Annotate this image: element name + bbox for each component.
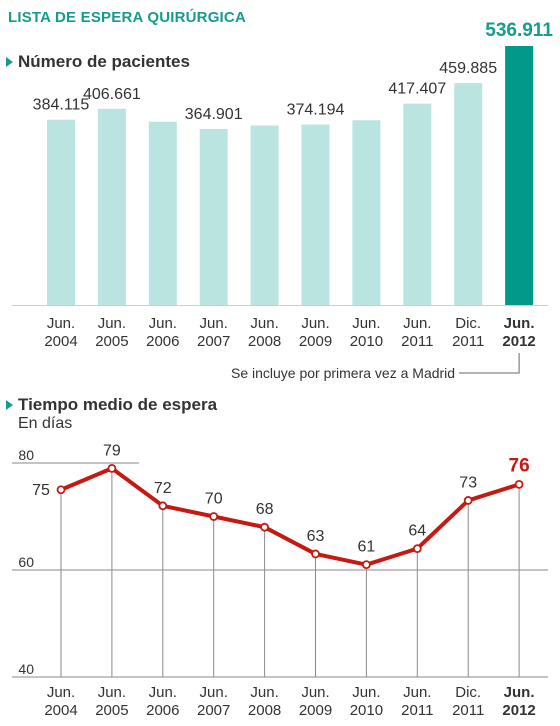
data-value-label: 73 (459, 474, 477, 491)
data-point (412, 544, 422, 553)
data-point (209, 512, 219, 521)
x-tick-label: 2007 (197, 333, 230, 350)
bar-section-title: Número de pacientes (18, 52, 190, 71)
bar (403, 103, 432, 305)
x-tick-label: Jun. (250, 315, 278, 332)
x-tick-label: 2010 (350, 333, 383, 350)
data-value-label: 63 (307, 528, 325, 545)
bar (505, 46, 534, 305)
x-tick-label: 2011 (452, 702, 484, 719)
bar-value-label: 364.901 (185, 106, 243, 123)
x-tick-label: Dic. (455, 315, 481, 332)
x-tick-label: Jun. (403, 684, 431, 701)
x-tick-label: Jun. (47, 315, 75, 332)
bar-value-label: 536.911 (485, 20, 553, 41)
x-tick-label: 2012 (502, 333, 535, 350)
x-tick-label: 2006 (146, 702, 179, 719)
x-tick-label: Jun. (98, 684, 126, 701)
data-point (260, 522, 270, 532)
data-point (514, 479, 524, 489)
bar-value-label: 417.407 (388, 81, 446, 98)
x-tick-label: 2005 (95, 702, 128, 719)
x-tick-label: Jun. (301, 684, 329, 701)
x-tick-label: 2009 (299, 702, 332, 719)
data-value-label: 75 (32, 482, 50, 499)
page-title: LISTA DE ESPERA QUIRÚRGICA (8, 9, 246, 26)
bar-value-label: 374.194 (287, 101, 345, 118)
y-tick-label: 40 (18, 661, 34, 677)
x-tick-label: Jun. (504, 684, 535, 701)
section-marker-icon (6, 57, 13, 67)
x-tick-label: Jun. (200, 684, 228, 701)
x-tick-label: 2012 (502, 702, 535, 719)
x-tick-label: Jun. (149, 315, 177, 332)
x-tick-label: 2008 (248, 333, 281, 350)
data-point (56, 485, 66, 495)
data-point (107, 463, 117, 473)
x-tick-label: 2011 (452, 333, 484, 350)
data-value-label: 72 (154, 480, 172, 497)
line-section-title: Tiempo medio de espera (18, 395, 218, 414)
x-tick-label: Jun. (352, 315, 380, 332)
data-value-label: 68 (256, 501, 274, 518)
data-point (361, 560, 371, 570)
data-value-label: 76 (509, 455, 530, 476)
bar-value-label: 459.885 (439, 60, 497, 77)
x-tick-label: Jun. (47, 684, 75, 701)
x-tick-label: 2004 (44, 333, 77, 350)
x-tick-label: 2011 (401, 702, 433, 719)
x-tick-label: Jun. (301, 315, 329, 332)
annotation-leader-line (459, 353, 520, 374)
bar-value-label: 384.115 (33, 97, 90, 114)
bar-value-label: 406.661 (83, 86, 141, 103)
x-tick-label: Jun. (98, 315, 126, 332)
bar (454, 83, 483, 306)
x-tick-label: 2008 (248, 702, 281, 719)
x-tick-label: Jun. (250, 684, 278, 701)
bar (352, 120, 381, 305)
bar (199, 128, 228, 305)
x-tick-label: 2005 (95, 333, 128, 350)
section-marker-icon (6, 400, 13, 410)
data-point (311, 549, 320, 559)
x-tick-label: Dic. (455, 684, 481, 701)
data-value-label: 61 (358, 539, 376, 556)
x-tick-label: 2007 (197, 702, 230, 719)
bar-chart: 384.115Jun.2004406.661Jun.2005Jun.200636… (12, 20, 553, 381)
series-line (59, 466, 522, 567)
bar (250, 125, 279, 305)
x-tick-label: Jun. (504, 315, 535, 332)
y-tick-label: 80 (18, 447, 34, 463)
bar (47, 119, 75, 305)
x-tick-label: Jun. (352, 684, 380, 701)
x-tick-label: 2006 (146, 333, 179, 350)
bar (301, 124, 330, 305)
line-section-subtitle: En días (18, 415, 73, 432)
data-point (158, 501, 168, 511)
bar (148, 121, 177, 305)
x-tick-label: Jun. (149, 684, 177, 701)
data-value-label: 70 (205, 491, 223, 508)
annotation-note: Se incluye por primera vez a Madrid (231, 365, 455, 381)
data-point (463, 496, 473, 505)
data-value-label: 79 (103, 442, 121, 459)
x-tick-label: 2009 (299, 333, 332, 350)
bar (97, 108, 126, 305)
x-tick-label: Jun. (200, 315, 228, 332)
data-value-label: 64 (408, 523, 426, 540)
x-tick-label: 2011 (401, 333, 433, 350)
x-tick-label: Jun. (403, 315, 431, 332)
y-tick-label: 60 (18, 554, 34, 570)
x-tick-label: 2010 (350, 702, 383, 719)
x-tick-label: 2004 (44, 702, 77, 719)
